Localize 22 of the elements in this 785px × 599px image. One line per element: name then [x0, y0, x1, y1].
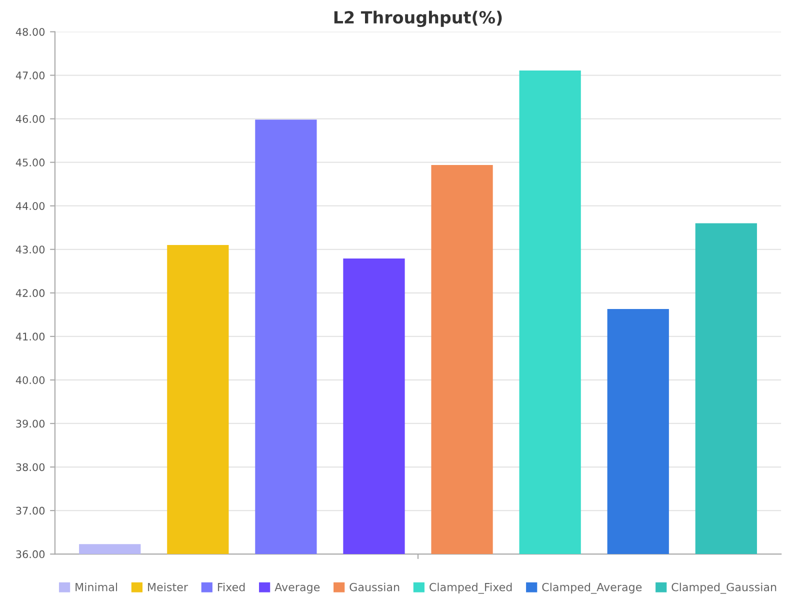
y-tick-label: 43.00	[16, 246, 45, 254]
y-tick-label: 48.00	[16, 28, 45, 36]
legend-label: Average	[274, 583, 320, 594]
legend-label: Minimal	[76, 582, 118, 592]
y-tick-label: 47.00	[16, 72, 45, 80]
y-tick-label: 40.00	[16, 376, 45, 384]
legend-label: Fixed	[218, 582, 245, 592]
y-tick-label: 37.00	[16, 506, 45, 515]
legend-label: Clamped_Average	[542, 582, 642, 594]
chart-title: L2 Throughput(%)	[334, 10, 502, 28]
y-tick-label: 42.00	[16, 289, 45, 298]
legend-label: Meister	[148, 582, 188, 592]
legend-label: Clamped_Gaussian	[672, 582, 776, 594]
legend-label: Gaussian	[350, 582, 400, 592]
y-tick-label: 46.00	[16, 115, 45, 123]
y-tick-label: 45.00	[16, 158, 45, 166]
y-tick-label: 38.00	[16, 463, 45, 472]
y-tick-label: 39.00	[16, 420, 45, 428]
y-tick-label: 44.00	[16, 202, 45, 210]
legend-label: Clamped_Fixed	[430, 582, 512, 594]
y-tick-label: 36.00	[16, 550, 45, 558]
y-tick-label: 41.00	[16, 332, 45, 341]
